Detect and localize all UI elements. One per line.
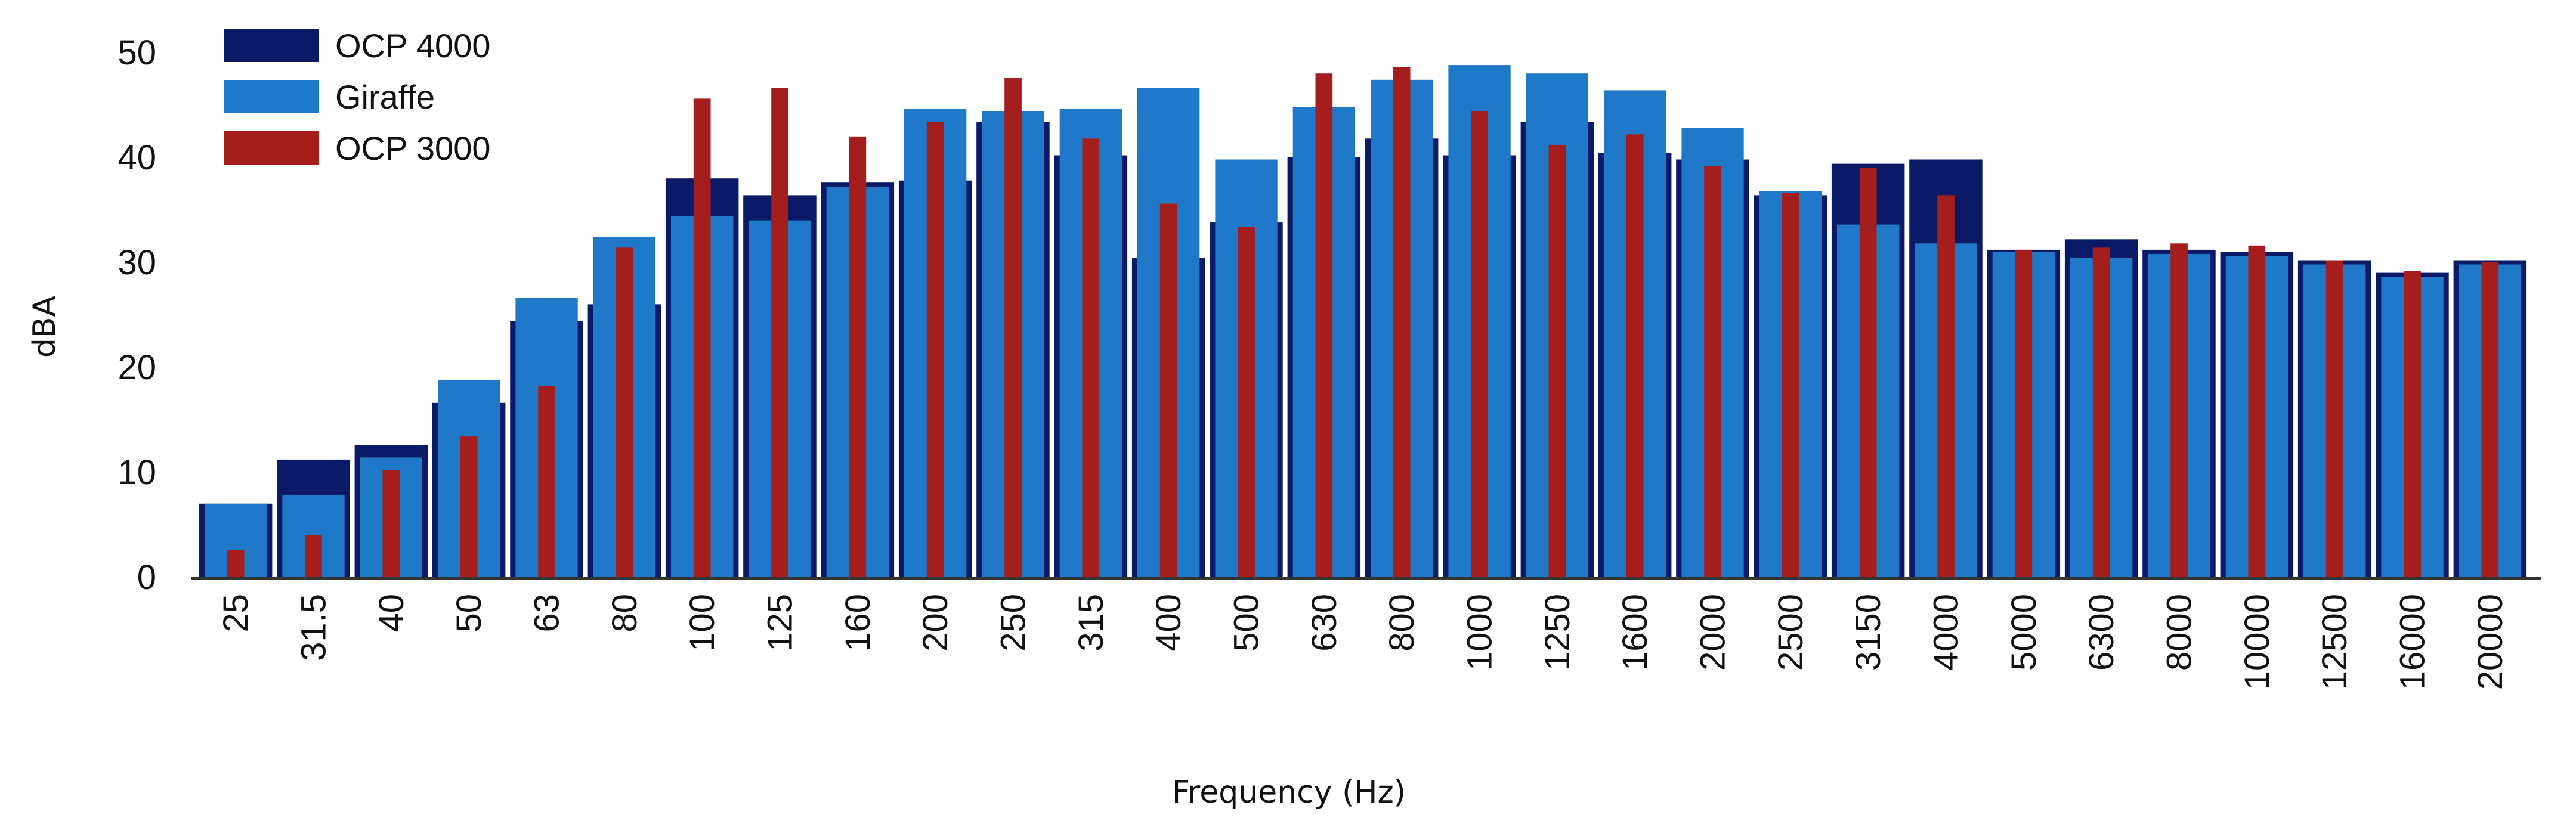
x-tick-label: 200 [916,594,955,652]
x-tick-label: 800 [1383,594,1421,652]
bar-ocp-3000-8000 [2170,243,2188,577]
bar-ocp-3000-315 [1082,138,1100,578]
bar-ocp-3000-50 [460,436,478,577]
bar-ocp-3000-2000 [1704,166,1721,578]
x-tick-label: 630 [1305,594,1344,652]
x-tick-label: 16000 [2393,594,2432,690]
x-tick-label: 40 [372,594,411,633]
y-tick-label: 50 [117,33,156,72]
bar-ocp-3000-2500 [1782,193,1799,577]
bar-ocp-3000-160 [849,136,867,578]
bar-ocp-3000-25 [227,550,245,577]
bar-ocp-3000-5000 [2015,249,2033,577]
x-tick-label: 1250 [1538,594,1577,671]
bar-ocp-3000-80 [616,247,633,577]
legend-label: OCP 4000 [335,27,490,64]
bar-ocp-3000-1600 [1626,134,1644,578]
y-tick-label: 20 [117,348,156,387]
x-tick-label: 500 [1227,594,1266,652]
y-tick-label: 10 [117,453,156,492]
bar-ocp-3000-6300 [2092,247,2110,577]
bar-ocp-3000-31.5 [305,535,322,577]
y-axis-title: dBA [27,295,63,358]
bar-ocp-3000-4000 [1937,195,1955,577]
x-tick-label: 80 [605,594,644,633]
x-tick-label: 2500 [1771,594,1810,671]
x-tick-label: 63 [528,594,567,633]
x-tick-label: 3150 [1849,594,1888,671]
bar-ocp-3000-20000 [2481,262,2499,577]
x-tick-label: 125 [761,594,800,652]
bar-ocp-3000-16000 [2404,271,2421,578]
bar-ocp-3000-3150 [1859,168,1877,578]
x-tick-label: 25 [217,594,255,633]
x-tick-label: 315 [1072,594,1111,652]
x-tick-label: 20000 [2471,594,2510,690]
y-tick-label: 30 [117,243,156,282]
legend-swatch-ocp-4000 [224,29,319,62]
x-tick-label: 50 [450,594,488,633]
bar-ocp-3000-100 [693,98,711,577]
legend: OCP 4000 Giraffe OCP 3000 [224,27,490,167]
legend-swatch-ocp-3000 [224,131,319,165]
x-tick-label: 31.5 [295,594,333,661]
x-tick-label: 100 [683,594,722,652]
bar-ocp-3000-1000 [1471,111,1488,578]
x-tick-label: 5000 [2005,594,2043,671]
bar-ocp-3000-200 [926,122,944,577]
bar-ocp-3000-63 [538,386,555,577]
y-tick-label: 0 [137,558,156,597]
bar-ocp-3000-10000 [2248,245,2266,577]
x-tick-label: 8000 [2160,594,2199,671]
x-tick-label: 4000 [1927,594,1966,671]
bar-ocp-3000-250 [1004,78,1022,577]
x-ticks-group: 25 31.5 40 50 63 80 100 125 160 200 250 315 400 500 63… [217,594,2510,690]
bar-ocp-3000-630 [1315,73,1333,577]
x-axis-title: Frequency (Hz) [1172,774,1406,810]
x-tick-label: 12500 [2315,594,2354,690]
x-tick-label: 400 [1149,594,1188,652]
x-tick-label: 6300 [2082,594,2121,671]
legend-label: Giraffe [335,78,435,116]
y-tick-label: 40 [117,138,156,177]
legend-label: OCP 3000 [335,129,490,167]
x-tick-label: 2000 [1694,594,1733,671]
bar-ocp-3000-1250 [1548,144,1566,577]
x-tick-label: 1000 [1461,594,1499,671]
y-ticks-group: 0 10 20 30 40 50 [117,33,156,597]
legend-swatch-giraffe [224,80,319,113]
bar-ocp-3000-500 [1238,227,1255,577]
bars-group [199,65,2527,578]
x-tick-label: 160 [839,594,877,652]
x-tick-label: 250 [994,594,1033,652]
bar-ocp-3000-12500 [2325,260,2343,577]
bar-ocp-3000-125 [771,88,788,578]
bar-ocp-3000-800 [1393,67,1411,578]
x-tick-label: 10000 [2238,594,2277,690]
bar-ocp-3000-40 [382,470,400,577]
bar-ocp-3000-400 [1159,203,1177,577]
x-tick-label: 1600 [1616,594,1655,671]
